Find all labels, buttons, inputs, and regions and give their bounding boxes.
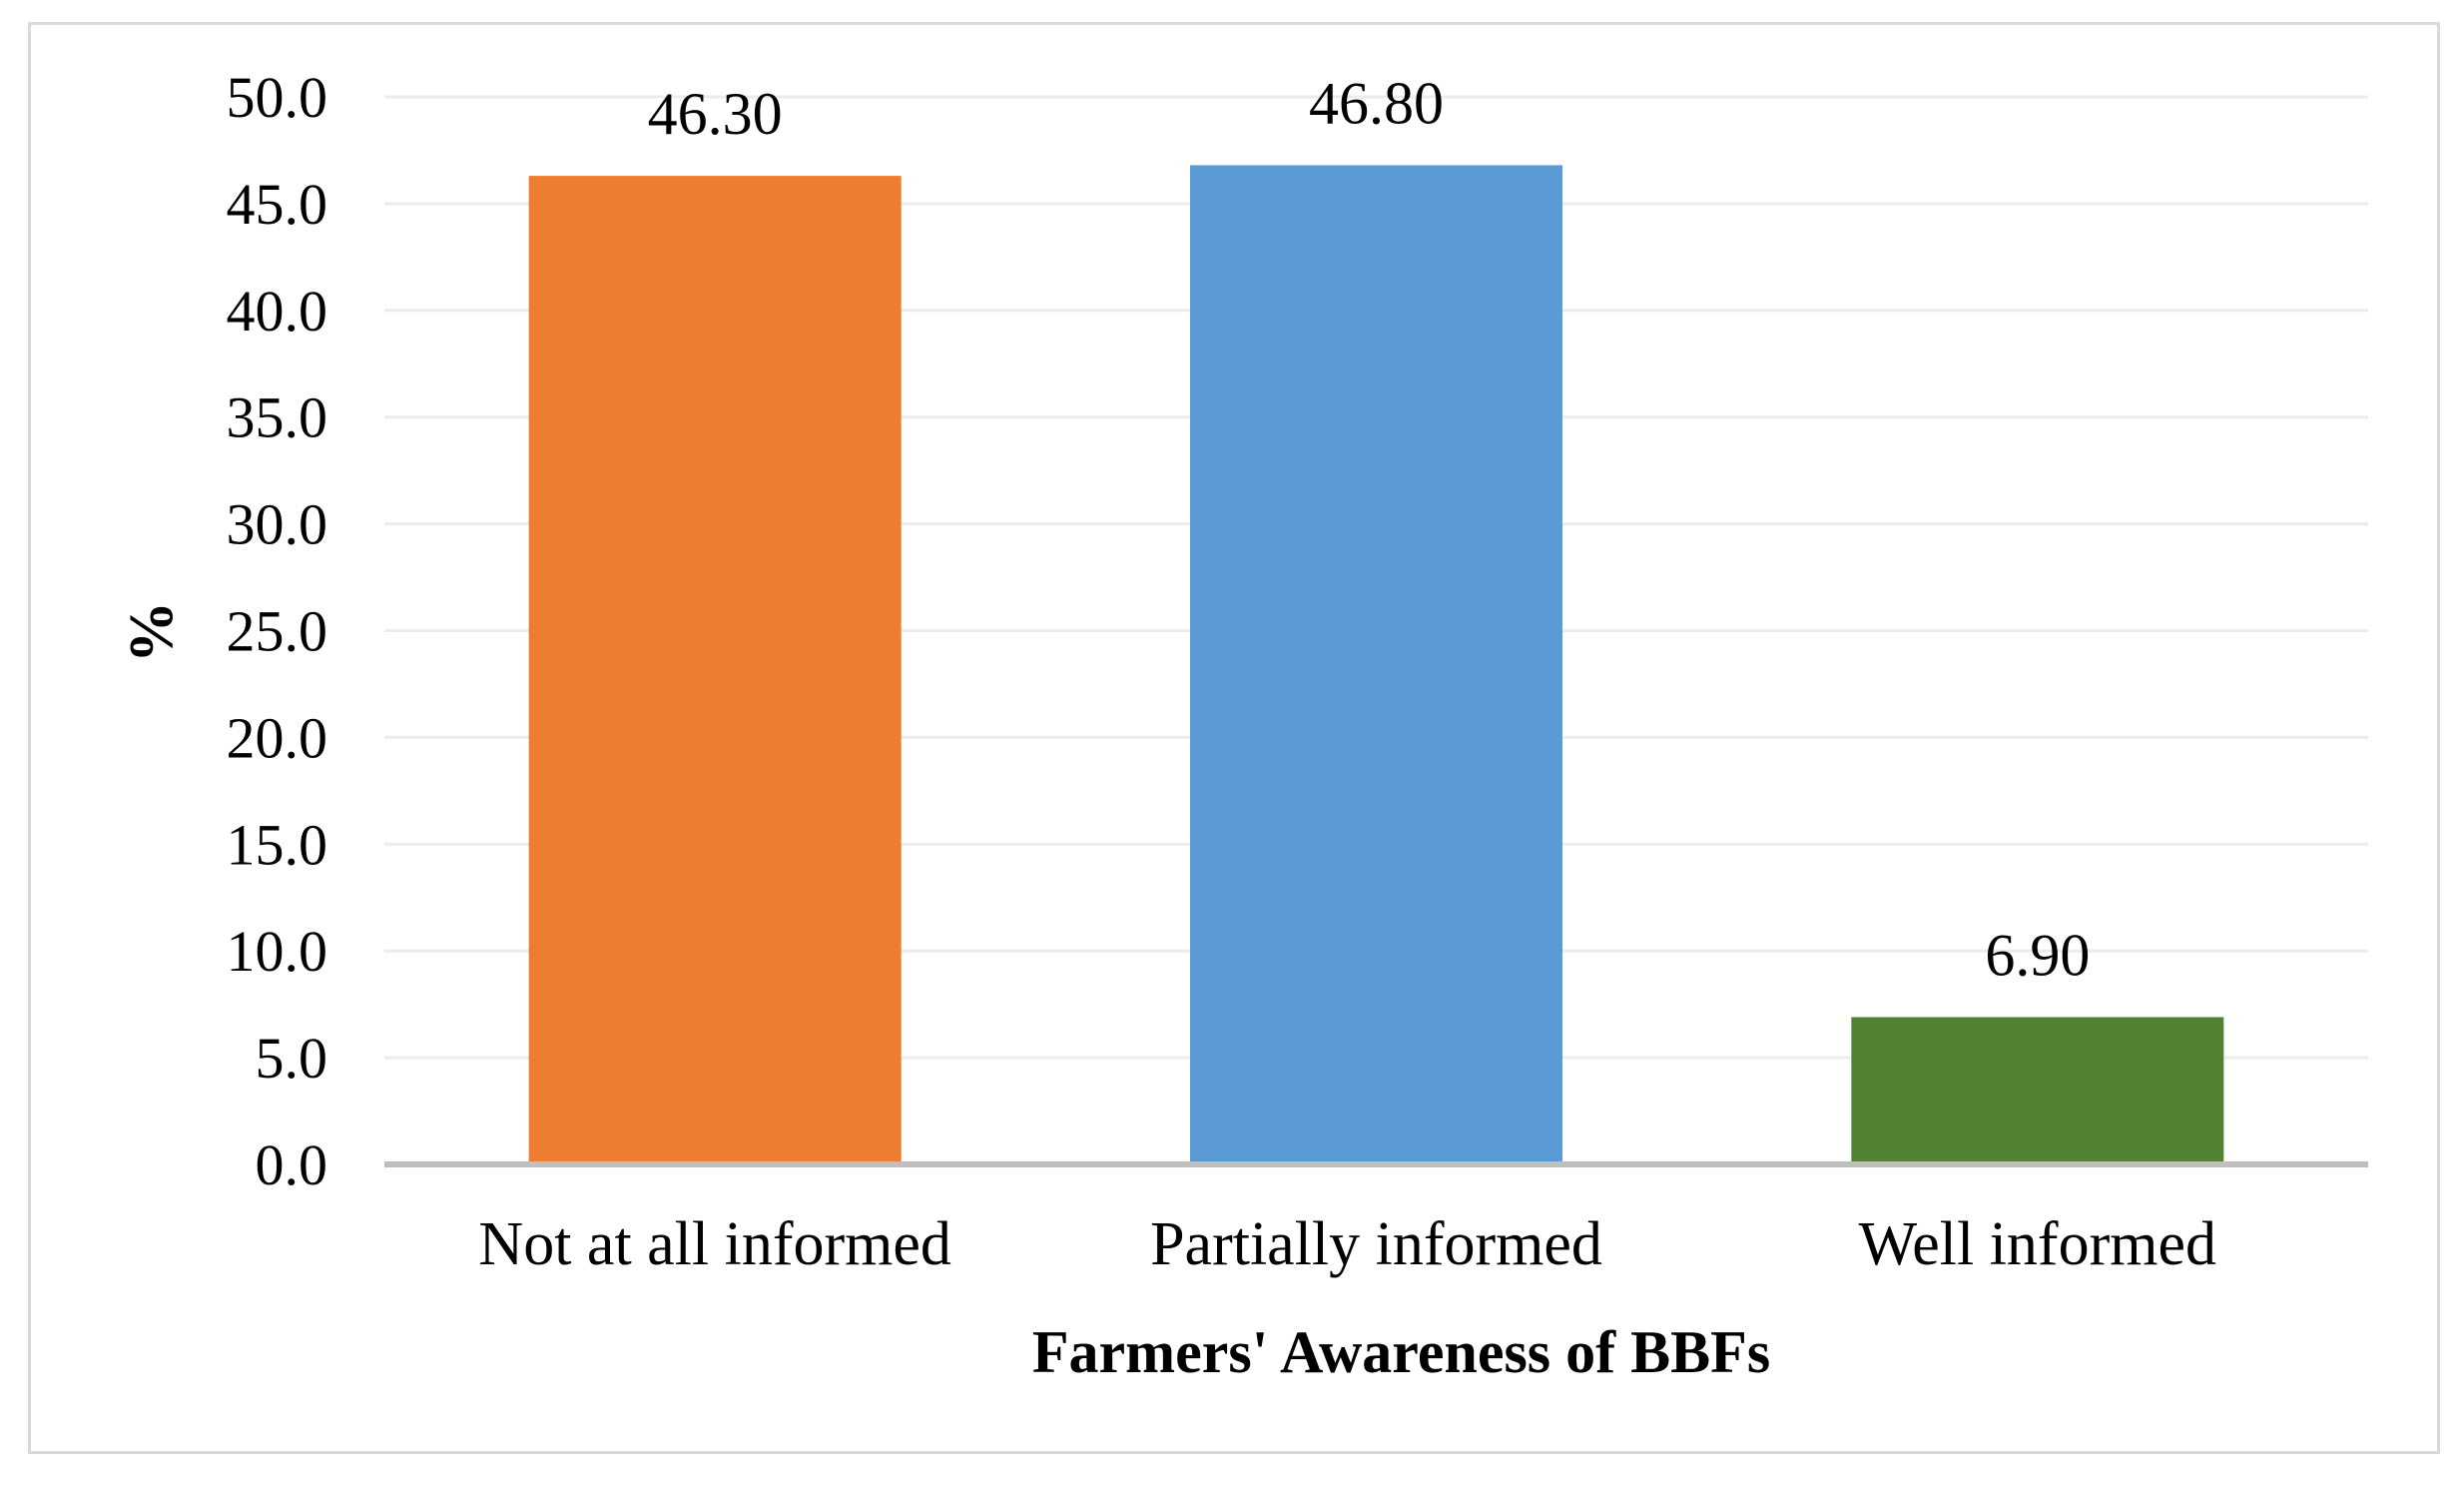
y-axis-label: % bbox=[118, 601, 186, 663]
data-labels: 46.30 46.80 6.90 bbox=[648, 70, 2091, 988]
y-tick-label: 30.0 bbox=[227, 492, 328, 557]
y-tick-label: 20.0 bbox=[227, 705, 328, 770]
y-tick-label: 45.0 bbox=[227, 172, 328, 237]
data-label: 46.80 bbox=[1309, 70, 1444, 136]
category-label: Partially informed bbox=[1150, 1210, 1602, 1278]
y-axis-ticks: 0.0 5.0 10.0 15.0 20.0 25.0 30.0 35.0 40.0 45.0 50… bbox=[227, 65, 328, 1197]
y-tick-label: 10.0 bbox=[227, 919, 328, 984]
bar bbox=[1851, 1017, 2224, 1164]
category-label: Well informed bbox=[1859, 1210, 2216, 1278]
bar bbox=[528, 176, 902, 1164]
y-tick-label: 15.0 bbox=[227, 812, 328, 877]
bar bbox=[1190, 165, 1562, 1164]
bars bbox=[528, 165, 2224, 1164]
data-label: 6.90 bbox=[1985, 922, 2090, 988]
y-tick-label: 40.0 bbox=[227, 279, 328, 344]
x-axis-title: Farmers' Awareness of BBFs bbox=[1032, 1319, 1770, 1385]
data-label: 46.30 bbox=[648, 81, 783, 147]
y-tick-label: 50.0 bbox=[227, 65, 328, 130]
x-axis-category-labels: Not at all informed Partially informed Wel… bbox=[478, 1210, 2216, 1278]
y-tick-label: 35.0 bbox=[227, 385, 328, 450]
y-tick-label: 25.0 bbox=[227, 599, 328, 664]
category-label: Not at all informed bbox=[478, 1210, 950, 1278]
y-tick-label: 0.0 bbox=[256, 1132, 328, 1197]
y-tick-label: 5.0 bbox=[256, 1026, 328, 1091]
